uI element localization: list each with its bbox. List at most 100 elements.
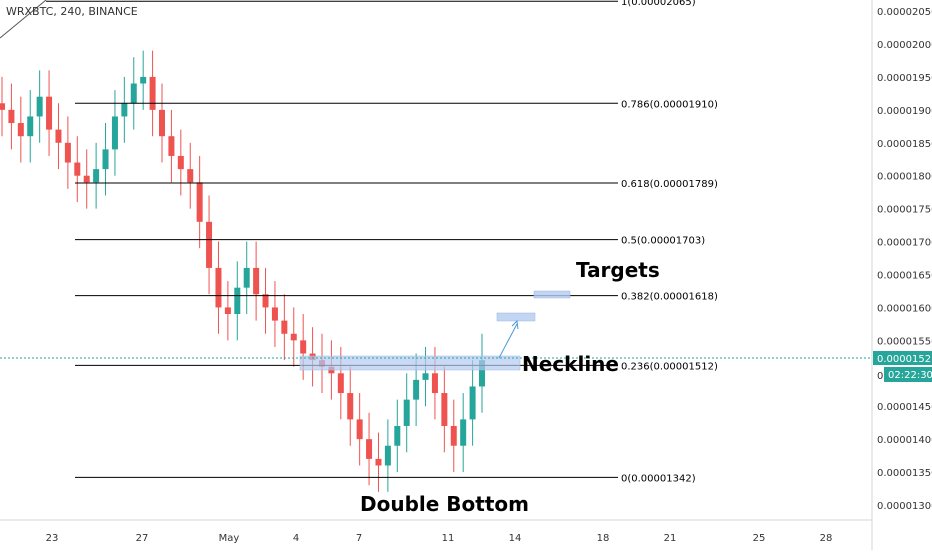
candle-down [196,182,203,222]
candle-up [102,149,109,170]
neckline-zone [299,355,521,371]
price-tick: 0.00001550 [877,336,932,347]
time-tick: 4 [293,533,299,544]
price-tick: 0.00001900 [877,106,932,117]
time-tick: 21 [664,533,677,544]
candle-down [271,307,278,321]
fib-label: 0.618(0.00001789) [621,179,718,190]
candle-down [17,123,24,137]
candle-down [168,136,175,156]
time-tick: 28 [820,533,833,544]
fib-label: 1(0.00002065) [621,0,696,8]
current-price-label: 0.00001521 [877,354,932,365]
target-arrow [498,323,518,359]
candle-up [422,373,429,380]
candle-down [149,76,156,110]
price-tick: 0.00001750 [877,205,932,216]
time-tick: 23 [46,533,59,544]
symbol-header: WRXBTC, 240, BINANCE [6,5,138,18]
candle-up [403,399,410,426]
candle-up [93,169,100,183]
price-tick: 0.00001300 [877,501,932,512]
candle-down [64,142,71,163]
candle-up [140,76,147,84]
annotation-double-bottom: Double Bottom [360,492,529,516]
candle-up [111,116,118,150]
fib-label: 0.236(0.00001512) [621,361,718,372]
candle-up [121,103,128,117]
price-axis-partial-label: 0. [877,371,887,382]
fib-label: 0.382(0.00001618) [621,292,718,303]
candle-down [441,393,448,426]
candle-down [290,333,297,341]
candle-up [413,379,420,400]
candle-up [27,116,34,137]
candle-down [206,221,213,268]
price-axis: 0.00002050 0.00002000 0.00001950 0.00001900… [877,7,932,512]
price-tick: 0.00001600 [877,303,932,314]
target-zone-2 [533,290,571,299]
price-tick: 0.00001400 [877,435,932,446]
time-tick: 11 [442,533,455,544]
price-tick: 0.00001700 [877,238,932,249]
candle-down [187,169,194,183]
countdown-badge [884,367,932,382]
candle-down [74,162,81,176]
fib-label: 0.786(0.00001910) [621,99,718,110]
current-price-badge [873,351,932,365]
candle-down [8,109,15,124]
candle-down [0,103,5,110]
time-tick: 18 [597,533,610,544]
candle-down [55,129,62,143]
candle-up [469,386,476,420]
price-tick: 0.00002050 [877,7,932,18]
candle-up [243,267,250,288]
candle-down [159,109,165,137]
candle-down [337,373,344,394]
candle-down [177,155,184,170]
fib-label: 0(0.00001342) [621,473,696,484]
price-tick: 0.00001650 [877,271,932,282]
price-tick: 0.00001950 [877,73,932,84]
price-tick: 0.00002000 [877,40,932,51]
annotation-targets: Targets [576,258,660,282]
candle-down [46,96,53,130]
candle-down [356,419,363,440]
candle-down [253,267,260,295]
candle-down [450,425,457,446]
annotation-neckline: Neckline [522,352,619,376]
time-tick: 14 [509,533,522,544]
time-tick: May [219,533,240,544]
time-tick: 25 [753,533,766,544]
candle-down [347,393,354,420]
candle-down [262,294,269,308]
candle-down [366,439,373,459]
candle-down [375,458,382,466]
candle-up [394,425,401,446]
fib-levels: 1(0.00002065) 0.786(0.00001910) 0.618(0.00… [46,0,718,484]
candle-down [281,320,288,334]
candle-down [431,373,438,394]
time-tick: 7 [356,533,362,544]
candle-up [460,419,467,446]
candle-down [300,340,307,354]
price-tick: 0.00001450 [877,402,932,413]
candles [0,50,485,492]
fib-trend-line [0,0,47,39]
price-tick: 0.00001850 [877,139,932,150]
candle-up [234,287,241,315]
time-tick: 27 [136,533,149,544]
candle-up [384,445,391,466]
fib-label: 0.5(0.00001703) [621,236,705,247]
countdown-label: 02:22:30 [888,370,932,381]
candle-up [36,96,43,117]
candle-down [224,307,231,315]
candle-up [479,360,485,387]
time-axis: 23 27 May 4 7 11 14 18 21 25 28 [46,533,833,544]
price-tick: 0.00001350 [877,468,932,479]
candle-up [130,83,137,104]
candle-down [83,175,90,183]
candle-down [215,267,222,308]
